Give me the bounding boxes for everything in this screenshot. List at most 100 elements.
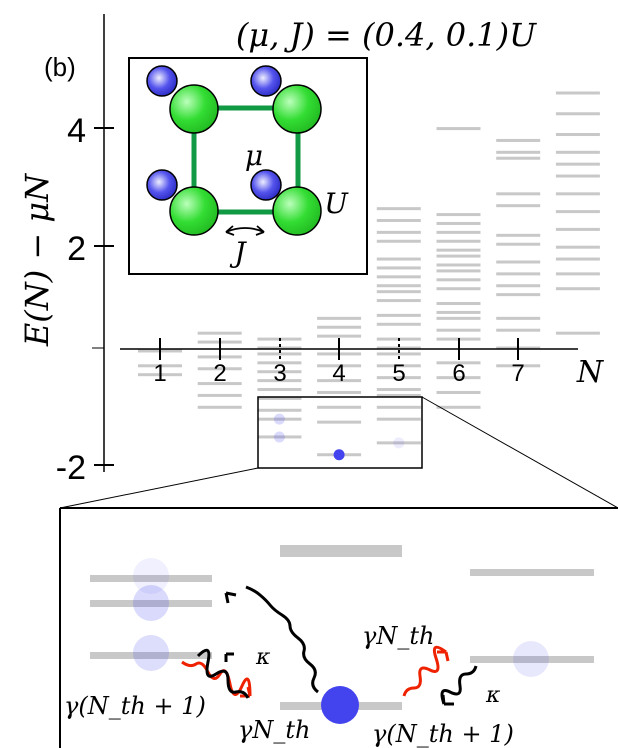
energy-level-n8-6: [555, 192, 600, 196]
energy-level-n7-14: [496, 364, 541, 368]
energy-level-n3-1: [257, 346, 302, 350]
site-bottom-right: [272, 186, 322, 236]
occupation-marker-3: [393, 437, 405, 449]
energy-level-n7-4: [496, 204, 541, 208]
energy-level-n8-2: [555, 133, 600, 137]
energy-level-n4-8: [317, 364, 362, 368]
thermal-arrow-left-down: [181, 660, 252, 697]
y-tick-label-4: 4: [67, 112, 86, 150]
occupation-marker-0: [273, 413, 285, 425]
energy-level-n7-1: [496, 150, 541, 154]
zoom-panel: γ(N_th + 1) γN_th κ γN_th κ γ(N_th + 1): [59, 507, 618, 748]
energy-level-n3-9: [257, 417, 302, 421]
energy-level-n8-10: [555, 257, 600, 261]
energy-level-n6-8: [436, 269, 481, 273]
energy-level-n4-6: [317, 334, 362, 338]
energy-level-n5-15: [376, 364, 421, 368]
kappa-loss-arrow-right: [440, 665, 478, 705]
kappa-loss-arrowhead-long: [224, 591, 237, 604]
label-gamma-nth-right: γN_th: [362, 622, 434, 650]
energy-level-n8-5: [555, 174, 600, 178]
label-kappa-left: κ: [255, 645, 271, 670]
energy-level-n5-17: [376, 388, 421, 392]
energy-level-n5-4: [376, 257, 421, 261]
energy-level-n5-10: [376, 313, 421, 317]
energy-level-n6-4: [436, 239, 481, 243]
energy-level-n7-0: [496, 138, 541, 142]
energy-level-n8-4: [555, 162, 600, 166]
label-kappa-right: κ: [485, 683, 501, 708]
energy-level-n5-11: [376, 322, 421, 326]
energy-level-n6-10: [436, 287, 481, 291]
gamma-nth-arrow-left-up: [196, 648, 250, 699]
site-bottom-left: [169, 186, 219, 236]
plaquette-inset: μ U J: [128, 57, 368, 275]
energy-level-n7-12: [496, 328, 541, 332]
zoom-level-left-1: [90, 575, 212, 582]
energy-level-n5-8: [376, 290, 421, 294]
y-axis-label: E(N) − μN: [18, 173, 56, 347]
y-tick-label-2: 2: [67, 230, 86, 268]
energy-level-n4-5: [317, 325, 362, 329]
energy-level-n5-0: [376, 207, 421, 211]
energy-level-n6-1: [436, 213, 481, 217]
energy-level-n5-14: [376, 352, 421, 356]
label-gamma-nth-plus-1-right: γ(N_th + 1): [372, 720, 514, 748]
energy-level-n8-0: [555, 91, 600, 95]
particle-4: [250, 169, 282, 201]
energy-levels: [138, 91, 600, 457]
x-ticks: [159, 338, 519, 360]
zoom-connector-left: [59, 467, 259, 509]
energy-level-n6-12: [436, 310, 481, 314]
energy-level-n8-13: [555, 331, 600, 335]
energy-level-n8-11: [555, 272, 600, 276]
energy-level-n6-16: [436, 361, 481, 365]
energy-level-n6-18: [436, 390, 481, 394]
zoom-state-left-2: [133, 585, 169, 621]
energy-level-n7-8: [496, 272, 541, 276]
energy-level-n8-9: [555, 245, 600, 249]
x-axis-label: N: [576, 355, 605, 390]
energy-level-n3-4: [257, 370, 302, 374]
energy-level-n5-5: [376, 266, 421, 270]
panel-label: (b): [44, 52, 76, 82]
energy-level-n2-5: [197, 393, 242, 397]
kappa-loss-arrowhead-right: [441, 694, 454, 706]
site-top-left: [169, 84, 219, 134]
zoom-state-right: [513, 641, 549, 677]
y-tick-label-neg2: -2: [56, 449, 86, 487]
energy-level-n8-3: [555, 150, 600, 154]
zoom-level-right-1: [470, 569, 594, 576]
occupation-marker-1: [273, 431, 285, 443]
energy-level-n6-13: [436, 316, 481, 320]
energy-level-n6-0: [436, 127, 481, 131]
state-occupation-markers: [273, 413, 405, 461]
x-tick-label-4: 4: [332, 360, 345, 387]
energy-level-n4-9: [317, 379, 362, 383]
occupation-marker-2: [333, 449, 345, 461]
energy-level-n6-17: [436, 376, 481, 380]
energy-level-n6-6: [436, 254, 481, 258]
energy-level-n8-8: [555, 227, 600, 231]
energy-level-n6-11: [436, 302, 481, 306]
energy-level-n7-10: [496, 293, 541, 297]
energy-level-n5-6: [376, 275, 421, 279]
hopping-arrow: [225, 227, 265, 233]
energy-level-n5-7: [376, 284, 421, 288]
energy-level-n5-20: [376, 417, 421, 421]
energy-level-n3-5: [257, 379, 302, 383]
gamma-nth-arrowhead-left-up: [224, 652, 234, 662]
energy-level-n5-19: [376, 405, 421, 409]
zoom-state-left-1: [133, 558, 169, 594]
energy-level-n7-9: [496, 284, 541, 288]
energy-level-n5-21: [376, 441, 421, 445]
energy-level-n5-13: [376, 346, 421, 350]
energy-level-n8-12: [555, 287, 600, 291]
U-label: U: [324, 187, 349, 220]
kappa-loss-arrow-long: [245, 585, 319, 694]
energy-level-n5-9: [376, 299, 421, 303]
zoom-connector-right: [421, 396, 618, 509]
hopping-arrowhead-left: [225, 225, 235, 236]
energy-level-n6-7: [436, 263, 481, 267]
